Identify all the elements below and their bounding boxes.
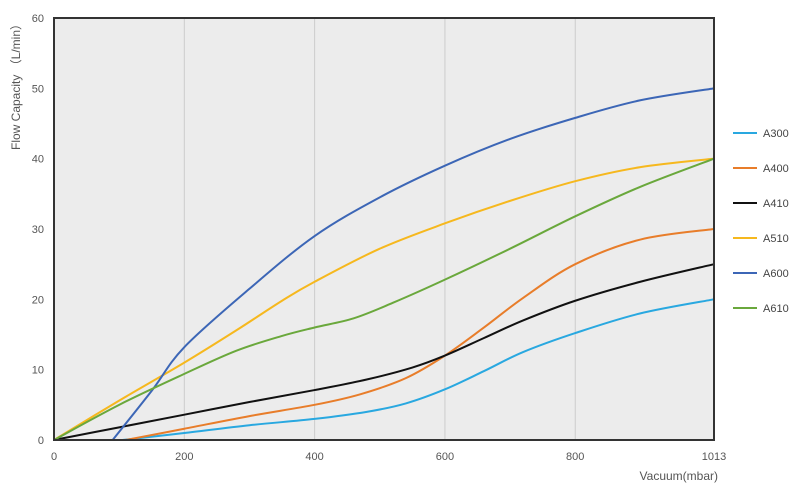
y-tick-label: 50 bbox=[32, 83, 44, 95]
y-tick-label: 20 bbox=[32, 294, 44, 306]
legend-label: A400 bbox=[763, 163, 789, 175]
y-tick-label: 60 bbox=[32, 13, 44, 25]
y-axis-title: Flow Capacity （L/min） bbox=[9, 18, 23, 150]
legend-item-a510: A510 bbox=[733, 233, 789, 245]
series-line-a300 bbox=[121, 298, 715, 441]
plot-area bbox=[54, 18, 714, 440]
legend-label: A610 bbox=[763, 303, 789, 315]
legend-label: A300 bbox=[763, 128, 789, 140]
series-line-a610 bbox=[53, 157, 715, 441]
legend-item-a610: A610 bbox=[733, 303, 789, 315]
legend-item-a300: A300 bbox=[733, 128, 789, 140]
x-tick-label: 600 bbox=[436, 451, 454, 463]
legend-label: A410 bbox=[763, 198, 789, 210]
legend-label: A510 bbox=[763, 233, 789, 245]
series-lines bbox=[53, 87, 715, 441]
legend: A300 A400 A410 A510 A600 A610 bbox=[733, 128, 789, 315]
x-tick-label: 800 bbox=[566, 451, 584, 463]
x-tick-label: 1013 bbox=[702, 451, 726, 463]
x-tick-label: 400 bbox=[305, 451, 323, 463]
y-tick-label: 30 bbox=[32, 224, 44, 236]
x-axis-title: Vacuum(mbar) bbox=[640, 469, 718, 483]
plot-frame bbox=[53, 17, 715, 441]
legend-item-a400: A400 bbox=[733, 163, 789, 175]
x-tick-label: 200 bbox=[175, 451, 193, 463]
legend-item-a410: A410 bbox=[733, 198, 789, 210]
x-tick-label: 0 bbox=[51, 451, 57, 463]
series-line-a600 bbox=[111, 87, 715, 441]
legend-label: A600 bbox=[763, 268, 789, 280]
y-axis-ticks: 0 10 20 30 40 50 60 bbox=[32, 13, 44, 447]
series-line-a510 bbox=[53, 157, 715, 441]
y-tick-label: 40 bbox=[32, 154, 44, 166]
series-line-a400 bbox=[124, 228, 715, 441]
y-tick-label: 10 bbox=[32, 365, 44, 377]
y-tick-label: 0 bbox=[38, 435, 44, 447]
x-axis-ticks: 0 200 400 600 800 1013 bbox=[51, 451, 726, 463]
series-line-a410 bbox=[53, 263, 715, 441]
grid-lines bbox=[183, 18, 576, 440]
legend-item-a600: A600 bbox=[733, 268, 789, 280]
